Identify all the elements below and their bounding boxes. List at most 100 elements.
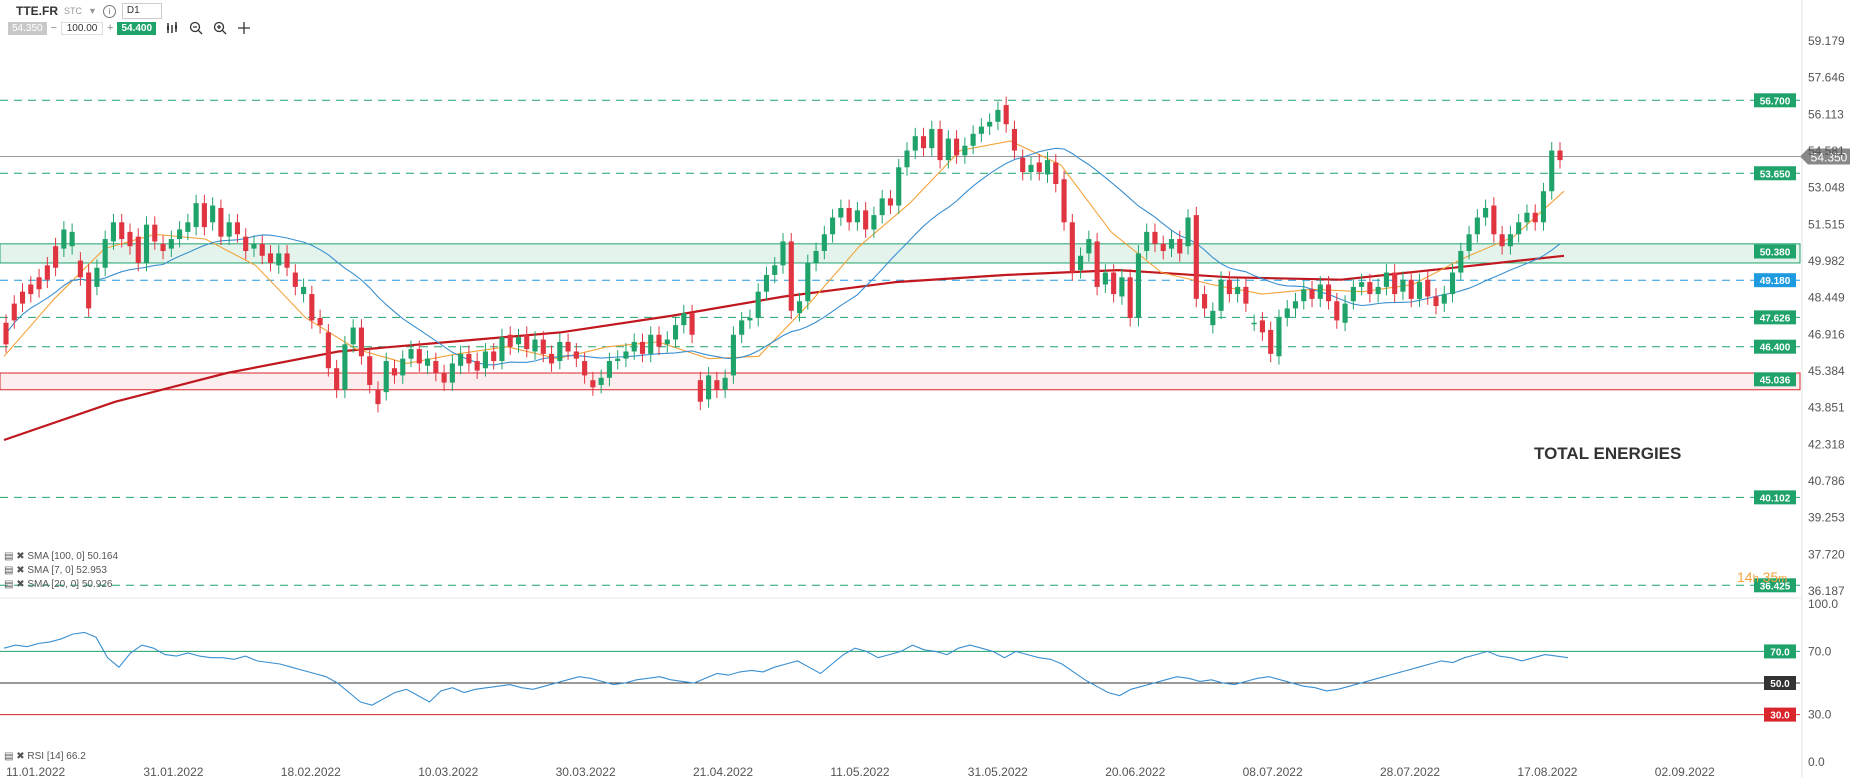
countdown-minutes: 35 bbox=[1762, 569, 1779, 585]
candle-body bbox=[168, 239, 174, 249]
quantity-decrease-button[interactable]: − bbox=[50, 22, 58, 34]
x-tick-label: 11.05.2022 bbox=[830, 765, 889, 778]
candle-body bbox=[648, 334, 654, 354]
candle-body bbox=[1507, 234, 1513, 247]
sell-price-button[interactable]: 54.350 bbox=[8, 21, 47, 35]
candle-body bbox=[557, 341, 563, 362]
candle-body bbox=[400, 358, 406, 376]
candle-body bbox=[954, 138, 960, 156]
legend-sma20[interactable]: ▤ ✖ SMA [20, 0] 50.926 bbox=[4, 579, 113, 590]
candle-body bbox=[1309, 289, 1315, 299]
candle-body bbox=[1243, 286, 1249, 304]
candle-body bbox=[507, 334, 513, 347]
quantity-increase-button[interactable]: + bbox=[107, 22, 114, 34]
candle-body bbox=[863, 210, 869, 230]
candle-body bbox=[1516, 222, 1522, 235]
candle-body bbox=[995, 109, 1001, 122]
level-tag-label: 56.700 bbox=[1760, 96, 1791, 107]
candle-body bbox=[706, 375, 712, 400]
candle-body bbox=[325, 332, 331, 369]
quantity-input[interactable]: 100.00 bbox=[61, 21, 104, 35]
candle-body bbox=[1044, 160, 1051, 175]
candle-body bbox=[912, 136, 918, 151]
countdown-m-unit: m bbox=[1778, 573, 1788, 585]
candle-body bbox=[1466, 234, 1472, 252]
candle-body bbox=[11, 303, 17, 321]
candle-body bbox=[697, 380, 703, 402]
buy-price-button[interactable]: 54.400 bbox=[117, 21, 157, 35]
zoom-out-icon[interactable] bbox=[188, 20, 204, 36]
candle-body bbox=[301, 286, 307, 295]
candle-body bbox=[309, 294, 315, 321]
candle-body bbox=[772, 265, 778, 275]
candle-body bbox=[1483, 207, 1489, 218]
y-tick-label: 53.048 bbox=[1808, 181, 1845, 195]
candle-body bbox=[1202, 294, 1208, 309]
candle-body bbox=[234, 222, 241, 235]
candle-body bbox=[1020, 157, 1026, 173]
candle-body bbox=[1325, 284, 1332, 302]
candle-body bbox=[1177, 239, 1183, 254]
candle-body bbox=[474, 361, 480, 371]
timeframe-select[interactable]: D1 bbox=[121, 3, 162, 19]
candle-body bbox=[1036, 162, 1042, 173]
level-tag bbox=[1754, 490, 1796, 505]
candle-body bbox=[193, 203, 199, 228]
candle-body bbox=[177, 229, 183, 240]
candle-body bbox=[342, 344, 348, 390]
legend-sma20-label: SMA [20, 0] 50.926 bbox=[27, 579, 113, 590]
level-tag bbox=[1754, 310, 1796, 325]
x-tick-label: 11.01.2022 bbox=[6, 765, 65, 778]
candle-body bbox=[1491, 205, 1497, 235]
rsi-legend[interactable]: ▤ ✖ RSI [14] 66.2 bbox=[4, 751, 86, 762]
candle-body bbox=[722, 377, 728, 390]
symbol-label[interactable]: TTE.FR bbox=[16, 4, 58, 18]
info-icon[interactable]: i bbox=[102, 4, 116, 18]
candle-body bbox=[251, 243, 257, 249]
rsi-level-label: 70.0 bbox=[1770, 647, 1790, 658]
candle-body bbox=[747, 317, 753, 321]
candle-body bbox=[1367, 282, 1373, 295]
candle-body bbox=[854, 210, 860, 223]
candle-body bbox=[94, 267, 100, 287]
candle-body bbox=[160, 243, 166, 252]
candle-body bbox=[896, 167, 902, 206]
candle-body bbox=[978, 126, 984, 134]
candle-body bbox=[780, 241, 786, 266]
candle-body bbox=[292, 272, 298, 287]
legend-sma7[interactable]: ▤ ✖ SMA [7, 0] 52.953 bbox=[4, 565, 107, 576]
y-tick-label: 46.916 bbox=[1808, 327, 1845, 341]
level-tag bbox=[1754, 166, 1796, 181]
candle-body bbox=[1284, 308, 1290, 318]
candle-body bbox=[1524, 212, 1530, 223]
crosshair-icon[interactable] bbox=[236, 20, 252, 36]
candle-body bbox=[1334, 301, 1340, 321]
candle-body bbox=[391, 368, 398, 376]
candle-body bbox=[1375, 286, 1381, 295]
legend-sma100[interactable]: ▤ ✖ SMA [100, 0] 50.164 bbox=[4, 551, 119, 562]
zoom-in-icon[interactable] bbox=[212, 20, 228, 36]
level-tag bbox=[1754, 339, 1796, 354]
y-tick-label: 40.786 bbox=[1808, 474, 1845, 488]
candle-body bbox=[1268, 329, 1274, 354]
candle-body bbox=[135, 236, 141, 263]
candle-body bbox=[499, 337, 505, 362]
x-tick-label: 21.04.2022 bbox=[693, 765, 753, 778]
candle-body bbox=[1259, 320, 1265, 333]
candle-body bbox=[482, 351, 488, 369]
candle-body bbox=[871, 215, 877, 230]
candle-body bbox=[1152, 231, 1158, 244]
candle-body bbox=[1185, 217, 1191, 247]
candle-body bbox=[383, 361, 389, 393]
chart-type-icon[interactable] bbox=[164, 20, 180, 36]
level-tag bbox=[1754, 372, 1796, 387]
symbol-dropdown-icon[interactable]: ▼ bbox=[88, 6, 97, 16]
candle-body bbox=[515, 337, 522, 345]
candle-body bbox=[466, 353, 472, 364]
candle-body bbox=[763, 274, 770, 292]
x-tick-label: 20.06.2022 bbox=[1105, 765, 1165, 778]
rsi-y-tick-label: 0.0 bbox=[1808, 755, 1825, 769]
candle-body bbox=[1441, 294, 1447, 304]
candle-body bbox=[19, 291, 26, 304]
